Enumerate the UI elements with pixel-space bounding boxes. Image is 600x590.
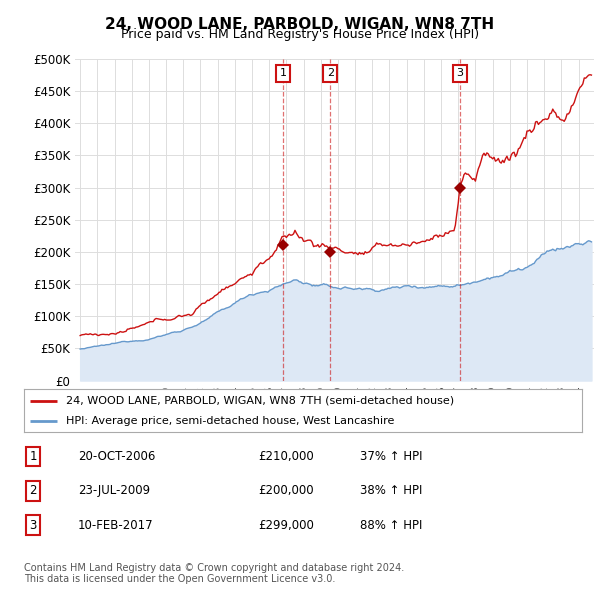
- Text: 3: 3: [457, 68, 464, 78]
- Text: 38% ↑ HPI: 38% ↑ HPI: [360, 484, 422, 497]
- Text: 20-OCT-2006: 20-OCT-2006: [78, 450, 155, 463]
- Text: Price paid vs. HM Land Registry's House Price Index (HPI): Price paid vs. HM Land Registry's House …: [121, 28, 479, 41]
- Text: 3: 3: [29, 519, 37, 532]
- Text: 24, WOOD LANE, PARBOLD, WIGAN, WN8 7TH: 24, WOOD LANE, PARBOLD, WIGAN, WN8 7TH: [106, 17, 494, 31]
- Text: £210,000: £210,000: [258, 450, 314, 463]
- Text: This data is licensed under the Open Government Licence v3.0.: This data is licensed under the Open Gov…: [24, 574, 335, 584]
- Text: 23-JUL-2009: 23-JUL-2009: [78, 484, 150, 497]
- Text: 37% ↑ HPI: 37% ↑ HPI: [360, 450, 422, 463]
- Text: 2: 2: [29, 484, 37, 497]
- Text: 1: 1: [29, 450, 37, 463]
- Text: Contains HM Land Registry data © Crown copyright and database right 2024.: Contains HM Land Registry data © Crown c…: [24, 563, 404, 573]
- Text: 2: 2: [326, 68, 334, 78]
- Text: 10-FEB-2017: 10-FEB-2017: [78, 519, 154, 532]
- Text: 1: 1: [280, 68, 286, 78]
- Text: HPI: Average price, semi-detached house, West Lancashire: HPI: Average price, semi-detached house,…: [66, 417, 394, 426]
- Text: 24, WOOD LANE, PARBOLD, WIGAN, WN8 7TH (semi-detached house): 24, WOOD LANE, PARBOLD, WIGAN, WN8 7TH (…: [66, 396, 454, 406]
- Text: 88% ↑ HPI: 88% ↑ HPI: [360, 519, 422, 532]
- Text: £200,000: £200,000: [258, 484, 314, 497]
- Text: £299,000: £299,000: [258, 519, 314, 532]
